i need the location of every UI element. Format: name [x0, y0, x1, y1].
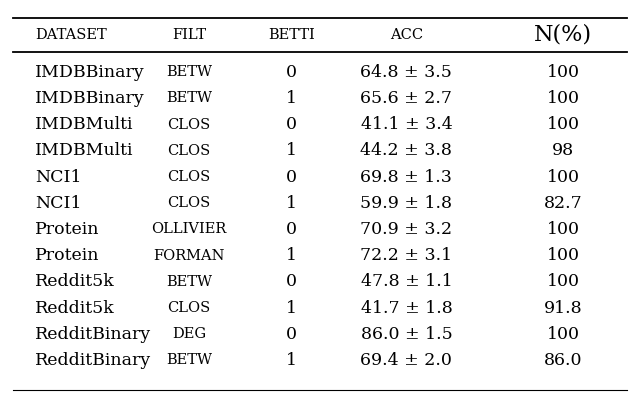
Text: 0: 0 — [285, 326, 297, 343]
Text: 100: 100 — [547, 247, 580, 264]
Text: 44.2 ± 3.8: 44.2 ± 3.8 — [360, 143, 452, 159]
Text: CLOS: CLOS — [167, 118, 211, 132]
Text: 86.0 ± 1.5: 86.0 ± 1.5 — [360, 326, 452, 343]
Text: 41.1 ± 3.4: 41.1 ± 3.4 — [360, 116, 452, 133]
Text: NCI1: NCI1 — [35, 195, 82, 212]
Text: 0: 0 — [285, 169, 297, 185]
Text: 0: 0 — [285, 64, 297, 81]
Text: 72.2 ± 3.1: 72.2 ± 3.1 — [360, 247, 452, 264]
Text: 100: 100 — [547, 90, 580, 107]
Text: FORMAN: FORMAN — [153, 249, 225, 263]
Text: IMDBMulti: IMDBMulti — [35, 143, 134, 159]
Text: 1: 1 — [285, 300, 297, 316]
Text: BETTI: BETTI — [268, 28, 315, 42]
Text: 65.6 ± 2.7: 65.6 ± 2.7 — [360, 90, 452, 107]
Text: 0: 0 — [285, 274, 297, 290]
Text: 100: 100 — [547, 116, 580, 133]
Text: NCI1: NCI1 — [35, 169, 82, 185]
Text: 82.7: 82.7 — [544, 195, 582, 212]
Text: FILT: FILT — [172, 28, 206, 42]
Text: Reddit5k: Reddit5k — [35, 274, 115, 290]
Text: CLOS: CLOS — [167, 170, 211, 184]
Text: 1: 1 — [285, 143, 297, 159]
Text: 0: 0 — [285, 116, 297, 133]
Text: Protein: Protein — [35, 221, 100, 238]
Text: 1: 1 — [285, 90, 297, 107]
Text: CLOS: CLOS — [167, 301, 211, 315]
Text: 100: 100 — [547, 274, 580, 290]
Text: 100: 100 — [547, 64, 580, 81]
Text: DEG: DEG — [172, 327, 206, 341]
Text: ACC: ACC — [390, 28, 423, 42]
Text: 1: 1 — [285, 195, 297, 212]
Text: RedditBinary: RedditBinary — [35, 326, 152, 343]
Text: 47.8 ± 1.1: 47.8 ± 1.1 — [360, 274, 452, 290]
Text: CLOS: CLOS — [167, 144, 211, 158]
Text: 91.8: 91.8 — [544, 300, 582, 316]
Text: 69.8 ± 1.3: 69.8 ± 1.3 — [360, 169, 452, 185]
Text: 70.9 ± 3.2: 70.9 ± 3.2 — [360, 221, 452, 238]
Text: IMDBMulti: IMDBMulti — [35, 116, 134, 133]
Text: CLOS: CLOS — [167, 196, 211, 210]
Text: BETW: BETW — [166, 65, 212, 79]
Text: 86.0: 86.0 — [544, 352, 582, 369]
Text: 64.8 ± 3.5: 64.8 ± 3.5 — [360, 64, 452, 81]
Text: 1: 1 — [285, 352, 297, 369]
Text: BETW: BETW — [166, 275, 212, 289]
Text: Reddit5k: Reddit5k — [35, 300, 115, 316]
Text: N(%): N(%) — [534, 24, 592, 46]
Text: 1: 1 — [285, 247, 297, 264]
Text: 41.7 ± 1.8: 41.7 ± 1.8 — [360, 300, 452, 316]
Text: 100: 100 — [547, 326, 580, 343]
Text: BETW: BETW — [166, 91, 212, 106]
Text: 69.4 ± 2.0: 69.4 ± 2.0 — [360, 352, 452, 369]
Text: 0: 0 — [285, 221, 297, 238]
Text: IMDBBinary: IMDBBinary — [35, 90, 145, 107]
Text: 100: 100 — [547, 169, 580, 185]
Text: DATASET: DATASET — [35, 28, 107, 42]
Text: OLLIVIER: OLLIVIER — [151, 222, 227, 237]
Text: 98: 98 — [552, 143, 574, 159]
Text: RedditBinary: RedditBinary — [35, 352, 152, 369]
Text: 59.9 ± 1.8: 59.9 ± 1.8 — [360, 195, 452, 212]
Text: Protein: Protein — [35, 247, 100, 264]
Text: BETW: BETW — [166, 353, 212, 368]
Text: IMDBBinary: IMDBBinary — [35, 64, 145, 81]
Text: 100: 100 — [547, 221, 580, 238]
